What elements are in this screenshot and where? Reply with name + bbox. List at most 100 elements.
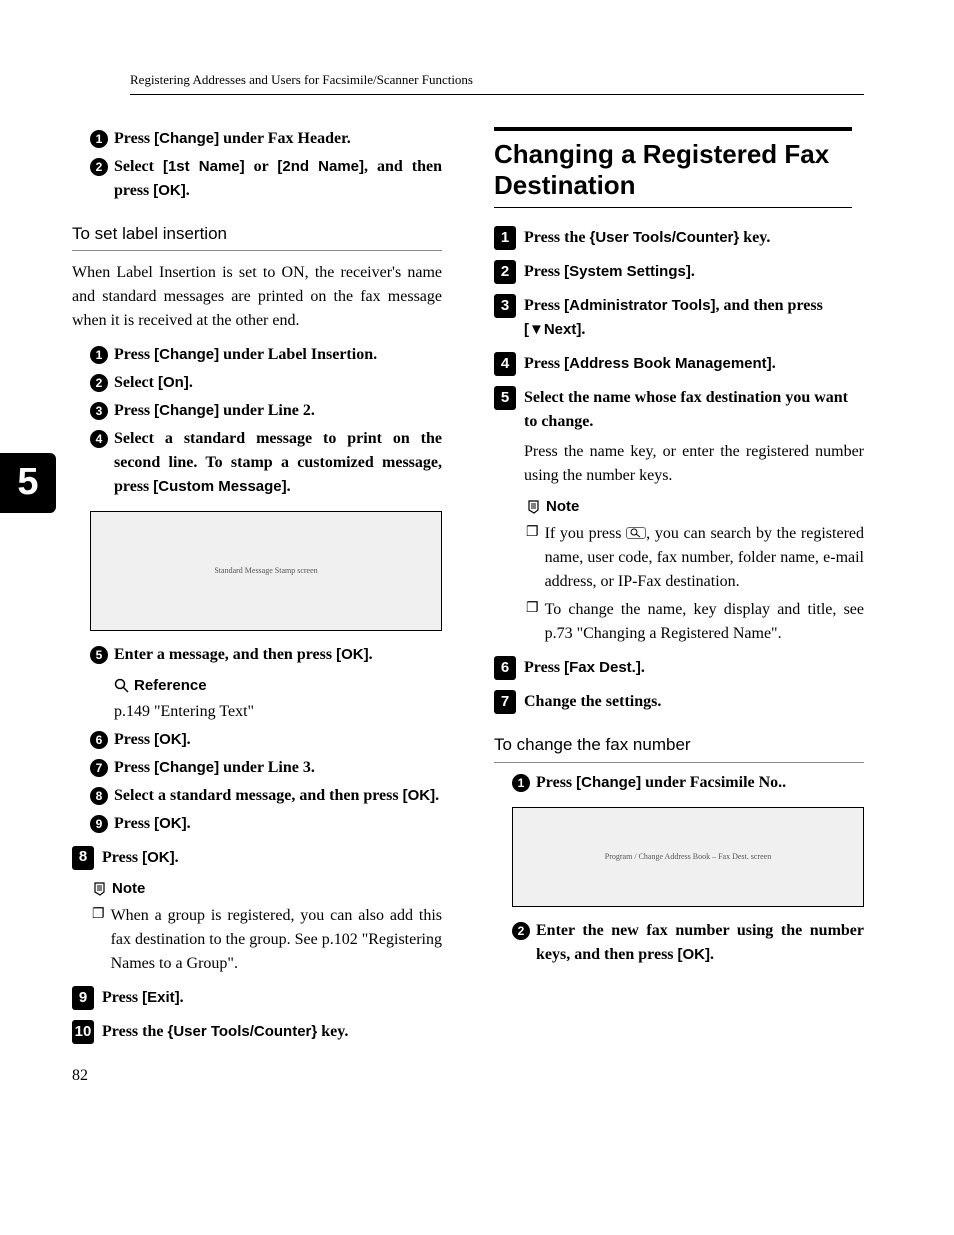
first-name-label: [1st Name] xyxy=(163,158,245,175)
address-book-management-label: [Address Book Management] xyxy=(564,355,772,372)
custom-message-label: [Custom Message] xyxy=(153,478,286,495)
text: Press xyxy=(114,402,154,419)
administrator-tools-label: [Administrator Tools] xyxy=(564,297,715,314)
main-step-9: 9 Press [Exit]. xyxy=(72,986,442,1010)
next-button-label: [▼Next] xyxy=(524,321,581,338)
bullet-icon: ❐ xyxy=(92,904,105,976)
subhead-label-insertion: To set label insertion xyxy=(72,221,442,252)
reference-label: Reference xyxy=(134,675,207,698)
note-icon xyxy=(526,499,542,515)
system-settings-label: [System Settings] xyxy=(564,263,691,280)
text: Press the xyxy=(102,1023,167,1040)
step-marker-3: 3 xyxy=(90,402,108,420)
two-column-layout: 5 1 Press [Change] under Fax Header. 2 S… xyxy=(60,123,864,1089)
text: . xyxy=(187,815,191,832)
second-name-label: [2nd Name] xyxy=(277,158,364,175)
text: . xyxy=(710,946,714,963)
step-box-7: 7 xyxy=(494,690,516,714)
step-box-3: 3 xyxy=(494,294,516,318)
on-button-label: [On] xyxy=(158,374,189,391)
section-heading: Changing a Registered Fax Destination xyxy=(494,139,852,201)
text: . xyxy=(187,731,191,748)
step-box-6: 6 xyxy=(494,656,516,680)
heading-rule-bottom xyxy=(494,207,852,208)
search-key-icon xyxy=(626,527,646,539)
text: . xyxy=(435,787,439,804)
note-text: When a group is registered, you can also… xyxy=(111,904,442,976)
text: Press xyxy=(114,731,154,748)
step-marker-2: 2 xyxy=(90,374,108,392)
text: key. xyxy=(739,229,770,246)
text: Press xyxy=(524,355,564,372)
text: . xyxy=(180,989,184,1006)
step-box-10: 10 xyxy=(72,1020,94,1044)
note-item-2: ❐ To change the name, key display and ti… xyxy=(526,598,864,646)
text: . xyxy=(175,849,179,866)
ok-label: [OK] xyxy=(154,815,187,832)
note-heading: Note xyxy=(526,496,864,519)
note-label: Note xyxy=(112,878,145,901)
chapter-tab: 5 xyxy=(0,453,56,513)
change-button-label: [Change] xyxy=(576,774,641,791)
step-marker-1: 1 xyxy=(512,774,530,792)
note-icon xyxy=(92,881,108,897)
left-column: 5 1 Press [Change] under Fax Header. 2 S… xyxy=(60,123,442,1089)
text: under Line 2. xyxy=(219,402,315,419)
reference-icon xyxy=(114,678,130,694)
user-tools-key: User Tools/Counter xyxy=(173,1023,311,1040)
change-fax-step-1: 1 Press [Change] under Facsimile No.. xyxy=(512,771,864,795)
step-marker-6: 6 xyxy=(90,731,108,749)
text: . xyxy=(581,321,585,338)
text: under Line 3. xyxy=(219,759,315,776)
subhead-change-fax-number: To change the fax number xyxy=(494,732,864,763)
page-number: 82 xyxy=(72,1064,442,1088)
label-step-4: 4 Select a standard message to print on … xyxy=(90,427,442,499)
label-step-8: 8 Select a standard message, and then pr… xyxy=(90,784,442,808)
note-text: To change the name, key display and titl… xyxy=(545,598,864,646)
exit-label: [Exit] xyxy=(142,989,180,1006)
text: Press xyxy=(114,346,154,363)
text: under Fax Header. xyxy=(219,130,351,147)
reference-heading: Reference xyxy=(114,675,442,698)
user-tools-key: User Tools/Counter xyxy=(595,229,733,246)
step-marker-9: 9 xyxy=(90,815,108,833)
step-fax-header-1: 1 Press [Change] under Fax Header. xyxy=(90,127,442,151)
right-column: Changing a Registered Fax Destination 1 … xyxy=(482,123,864,1089)
ok-label: [OK] xyxy=(336,646,369,663)
main-step-8: 8 Press [OK]. xyxy=(72,846,442,870)
text: Change the settings. xyxy=(524,690,864,714)
main-step-10: 10 Press the {User Tools/Counter} key. xyxy=(72,1020,442,1044)
label-insertion-paragraph: When Label Insertion is set to ON, the r… xyxy=(72,261,442,333)
text: Press xyxy=(114,759,154,776)
text: Press xyxy=(114,815,154,832)
right-step-3: 3 Press [Administrator Tools], and then … xyxy=(494,294,864,342)
step-marker-7: 7 xyxy=(90,759,108,777)
ok-label: [OK] xyxy=(154,731,187,748)
text: Select xyxy=(114,158,163,175)
text: If you press xyxy=(545,525,627,542)
right-step-4: 4 Press [Address Book Management]. xyxy=(494,352,864,376)
text: Select the name whose fax destination yo… xyxy=(524,389,848,430)
note-item: ❐ When a group is registered, you can al… xyxy=(92,904,442,976)
text: Press xyxy=(102,989,142,1006)
label-step-3: 3 Press [Change] under Line 2. xyxy=(90,399,442,423)
bullet-icon: ❐ xyxy=(526,598,539,646)
text: . xyxy=(189,374,193,391)
note-item-1: ❐ If you press , you can search by the r… xyxy=(526,522,864,594)
change-fax-step-2: 2 Enter the new fax number using the num… xyxy=(512,919,864,967)
right-step-7: 7 Change the settings. xyxy=(494,690,864,714)
step-box-2: 2 xyxy=(494,260,516,284)
text: Press xyxy=(524,297,564,314)
step-marker-1: 1 xyxy=(90,346,108,364)
figure-standard-message-stamp: Standard Message Stamp screen xyxy=(90,511,442,631)
step-marker-4: 4 xyxy=(90,430,108,448)
step-box-8: 8 xyxy=(72,846,94,870)
text: . xyxy=(772,355,776,372)
figure-change-address-book: Program / Change Address Book – Fax Dest… xyxy=(512,807,864,907)
change-button-label: [Change] xyxy=(154,130,219,147)
step-marker-1: 1 xyxy=(90,130,108,148)
step-marker-8: 8 xyxy=(90,787,108,805)
text: under Label Insertion. xyxy=(219,346,377,363)
label-step-1: 1 Press [Change] under Label Insertion. xyxy=(90,343,442,367)
step-box-1: 1 xyxy=(494,226,516,250)
